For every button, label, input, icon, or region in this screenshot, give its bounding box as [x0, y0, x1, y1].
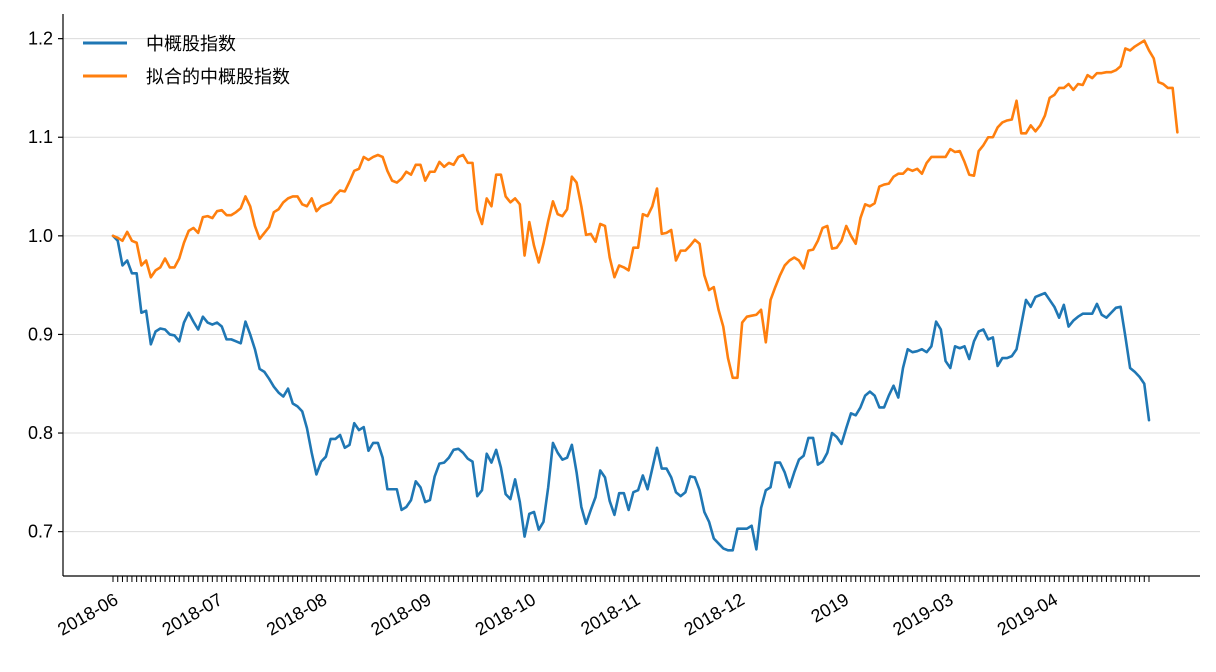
- x-tick-label: 2019: [808, 589, 853, 626]
- axes: [62, 14, 1200, 577]
- legend: 中概股指数 拟合的中概股指数: [83, 34, 290, 88]
- x-tick-label: 2018-06: [54, 589, 121, 639]
- series-lines: [111, 39, 1179, 552]
- x-tick-label: 2019-04: [994, 589, 1061, 639]
- legend-label-series-1: 拟合的中概股指数: [146, 67, 290, 88]
- x-tick-label: 2018-11: [577, 589, 643, 639]
- y-ticks: 0.7 0.8 0.9 1.0 1.1 1.2: [28, 29, 63, 542]
- y-tick-label: 0.8: [28, 423, 53, 443]
- y-tick-label: 1.1: [28, 127, 53, 147]
- x-tick-label: 2018-08: [263, 589, 330, 639]
- x-tick-label: 2018-10: [472, 589, 539, 639]
- y-tick-label: 0.7: [28, 522, 53, 542]
- x-tick-label: 2018-12: [681, 589, 748, 639]
- y-tick-label: 1.2: [28, 29, 53, 49]
- x-tick-label: 2019-03: [889, 589, 956, 639]
- x-minor-ticks: [112, 576, 1150, 582]
- legend-label-series-0: 中概股指数: [146, 34, 236, 55]
- y-tick-label: 0.9: [28, 324, 53, 344]
- series-line-1: [111, 39, 1179, 380]
- y-tick-label: 1.0: [28, 226, 53, 246]
- gridlines: [63, 38, 1200, 533]
- x-tick-label: 2018-09: [367, 589, 434, 639]
- x-tick-label: 2018-07: [159, 589, 226, 639]
- x-ticks: 2018-06 2018-07 2018-08 2018-09 2018-10 2018-…: [54, 589, 1061, 639]
- series-line-0: [111, 234, 1151, 552]
